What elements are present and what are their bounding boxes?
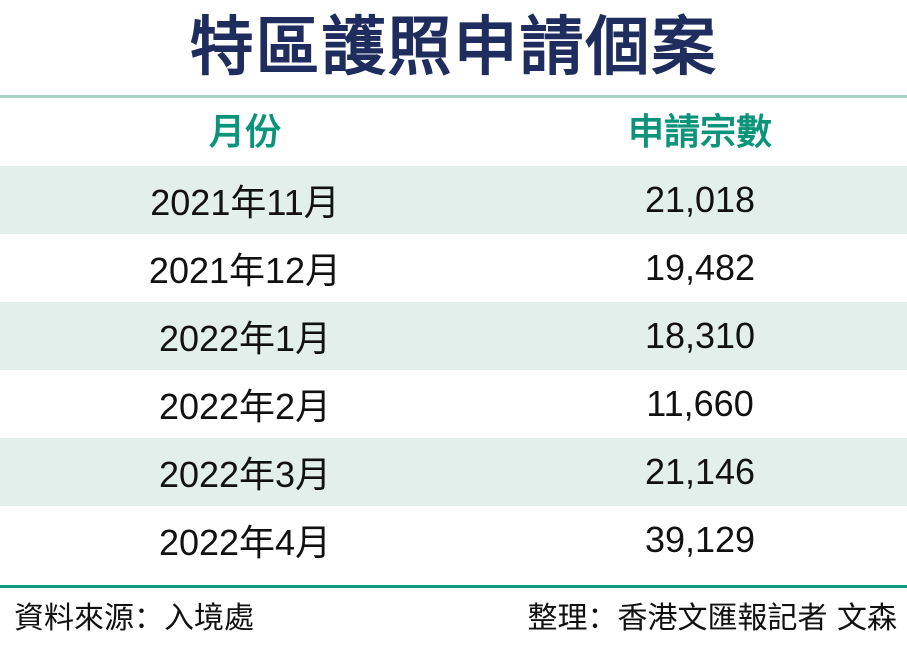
month-cell: 2022年1月 bbox=[158, 318, 332, 359]
table-title: 特區護照申請個案 bbox=[189, 10, 718, 85]
applications-cell: 19,482 bbox=[644, 247, 756, 288]
source-note: 資料來源：入境處 bbox=[14, 601, 254, 636]
column-header-applications: 申請宗數 bbox=[627, 112, 772, 153]
table-row: 2022年2月 11,660 bbox=[0, 370, 907, 438]
top-divider bbox=[0, 95, 907, 98]
applications-cell: 39,129 bbox=[644, 519, 756, 560]
month-cell: 2022年3月 bbox=[158, 454, 332, 495]
column-header-month: 月份 bbox=[208, 112, 281, 153]
table-row: 2022年4月 39,129 bbox=[0, 506, 907, 574]
credit-note: 整理：香港文匯報記者 文森 bbox=[527, 601, 897, 636]
applications-cell: 11,660 bbox=[646, 383, 754, 424]
month-cell: 2022年2月 bbox=[158, 386, 332, 427]
applications-cell: 21,146 bbox=[644, 451, 756, 492]
month-cell: 2021年11月 bbox=[150, 182, 340, 223]
applications-cell: 18,310 bbox=[644, 315, 756, 356]
table-row: 2022年3月 21,146 bbox=[0, 438, 907, 506]
table-row: 2021年11月 21,018 bbox=[0, 166, 907, 234]
bottom-divider bbox=[0, 585, 907, 588]
table-row: 2022年1月 18,310 bbox=[0, 302, 907, 370]
applications-cell: 21,018 bbox=[644, 179, 756, 220]
month-cell: 2022年4月 bbox=[158, 522, 332, 563]
table-row: 2021年12月 19,482 bbox=[0, 234, 907, 302]
month-cell: 2021年12月 bbox=[148, 250, 342, 291]
